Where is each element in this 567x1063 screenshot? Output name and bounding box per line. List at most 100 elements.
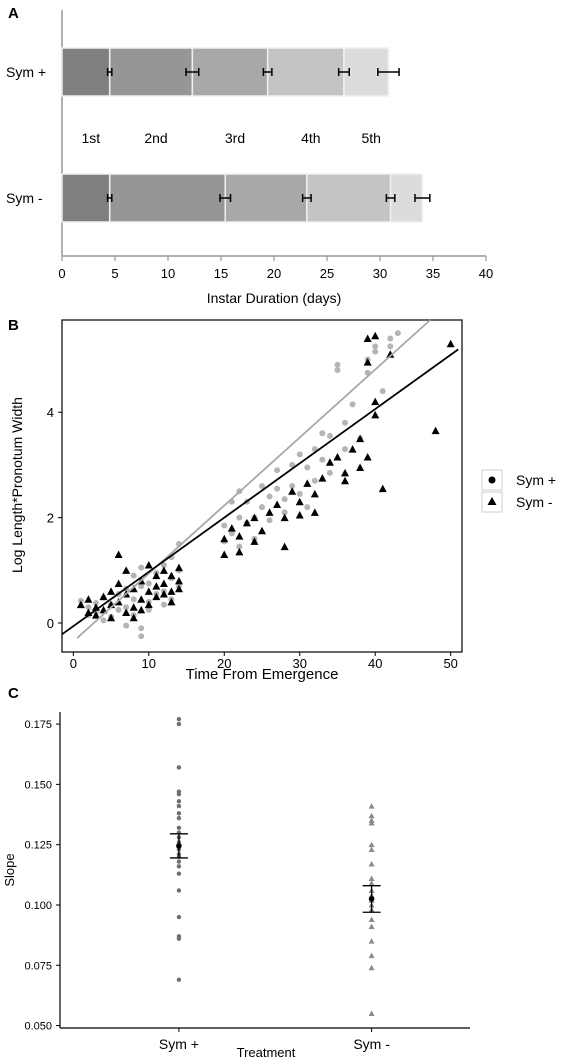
panel-c-point-sym-minus — [368, 938, 375, 944]
panel-b-x-tick-label: 40 — [368, 656, 382, 671]
panel-c-y-tick-label: 0.125 — [24, 840, 52, 852]
panel-a-axes: 0 5 10 15 20 25 30 35 40 — [58, 10, 493, 281]
panel-b-point-sym-minus — [265, 508, 274, 516]
panel-b-point-sym-plus — [160, 601, 167, 608]
panel-c-point-sym-plus — [176, 914, 182, 920]
panel-c-point-sym-plus — [176, 815, 182, 821]
panel-b-point-sym-minus — [114, 550, 123, 559]
panel-b-point-sym-minus — [363, 334, 372, 342]
panel-b-point-sym-minus — [159, 590, 168, 598]
panel-b-point-sym-minus — [280, 542, 289, 551]
panel-c-point-sym-minus — [368, 860, 375, 867]
panel-b-point-sym-plus — [221, 522, 228, 529]
panel-b-point-sym-minus — [227, 524, 236, 532]
panel-a-x-tick-label: 10 — [161, 266, 175, 281]
panel-a-stage-label: 5th — [361, 130, 380, 146]
panel-b-point-sym-plus — [138, 564, 145, 571]
panel-b-point-sym-minus — [303, 479, 312, 487]
panel-b-point-sym-minus — [250, 537, 259, 545]
panel-b-point-sym-plus — [304, 504, 311, 511]
panel-b-point-sym-plus — [85, 604, 92, 611]
panel-b-point-sym-minus — [363, 358, 372, 366]
panel-b-point-sym-minus — [114, 579, 123, 587]
panel-b-point-sym-minus — [288, 487, 297, 495]
panel-a-x-tick-label: 30 — [373, 266, 387, 281]
panel-b-point-sym-plus — [266, 517, 273, 524]
panel-b-point-sym-plus — [319, 456, 326, 463]
panel-b-letter: B — [8, 317, 19, 334]
panel-b-point-sym-minus — [129, 603, 138, 611]
panel-b-point-sym-plus — [349, 401, 356, 408]
panel-c-mean-point — [176, 843, 182, 849]
panel-b-point-sym-minus — [356, 434, 365, 443]
panel-c-point-sym-minus — [368, 923, 375, 930]
panel-b-point-sym-minus — [295, 497, 304, 506]
panel-b-point-sym-plus — [130, 572, 137, 579]
panel-b-point-sym-minus — [235, 547, 244, 556]
panel-b-point-sym-plus — [228, 530, 235, 537]
panel-b-y-tick-label: 0 — [47, 616, 54, 631]
panel-b-point-sym-minus — [144, 587, 153, 595]
panel-b-fit-line-sym-minus — [61, 348, 459, 636]
panel-b-point-sym-plus — [236, 514, 243, 521]
panel-b-point-sym-minus — [167, 587, 176, 595]
panel-c-letter: C — [8, 685, 19, 702]
panel-c-point-sym-minus — [368, 875, 375, 881]
panel-a-bar-sym-4th — [266, 47, 345, 97]
panel-a-x-tick-label: 5 — [111, 266, 118, 281]
panel-b-point-sym-plus — [274, 467, 281, 474]
panel-b-point-sym-minus — [378, 484, 387, 493]
panel-a-x-tick-label: 25 — [320, 266, 334, 281]
panel-b-point-sym-plus — [130, 596, 137, 603]
panel-b-legend: Sym + Sym - — [481, 469, 556, 513]
panel-b-fit-line-sym-plus — [76, 319, 431, 639]
panel-a-bar-sym-3rd — [191, 47, 269, 97]
panel-a-bar-sym-4th — [306, 173, 392, 223]
panel-b-point-sym-minus — [318, 474, 327, 482]
panel-b-point-sym-plus — [372, 343, 379, 350]
panel-b-point-sym-plus — [296, 451, 303, 458]
panel-b-point-sym-minus — [144, 561, 153, 569]
panel-b-point-sym-plus — [160, 562, 167, 569]
panel-b-y-tick-label: 4 — [47, 405, 54, 420]
panel-b-point-sym-minus — [152, 571, 161, 580]
panel-a-x-tick-label: 20 — [267, 266, 281, 281]
panel-b-point-sym-plus — [145, 606, 152, 613]
panel-b-point-sym-minus — [386, 350, 395, 358]
panel-b-point-sym-minus — [431, 426, 440, 435]
panel-b-point-sym-minus — [341, 468, 350, 477]
panel-c-point-sym-plus — [176, 859, 182, 864]
panel-b-x-tick-label: 20 — [217, 656, 231, 671]
panel-b-point-sym-minus — [122, 566, 131, 574]
panel-b-points — [76, 330, 455, 640]
panel-b-point-sym-minus — [273, 500, 282, 508]
panel-c-y-tick-label: 0.100 — [24, 900, 52, 912]
panel-b-point-sym-minus — [325, 458, 334, 466]
panel-b-point-sym-minus — [250, 513, 259, 522]
panel-b-point-sym-minus — [235, 532, 244, 540]
panel-b-y-axis-label: Log Length*Pronotum Width — [9, 397, 25, 573]
panel-b-point-sym-plus — [259, 483, 265, 489]
panel-b-point-sym-plus — [259, 504, 265, 511]
panel-c-x-tick-label-sym: Sym + — [159, 1036, 199, 1052]
panel-b-point-sym-plus — [281, 509, 288, 516]
panel-b-point-sym-minus — [220, 550, 229, 559]
panel-b-point-sym-plus — [342, 419, 349, 426]
panel-c-point-sym-plus — [176, 799, 182, 804]
panel-b-point-sym-minus — [152, 582, 161, 590]
panel-a-x-tick-label: 40 — [479, 266, 493, 281]
panel-b-x-tick-label: 0 — [70, 656, 77, 671]
panel-b-point-sym-plus — [92, 599, 99, 606]
panel-c-point-sym-minus — [368, 819, 375, 826]
panel-b-point-sym-minus — [371, 410, 380, 419]
panel-b-plot-frame — [61, 319, 463, 653]
panel-b-point-sym-plus — [123, 604, 130, 611]
panel-b-point-sym-minus — [152, 592, 161, 601]
panel-b-point-sym-minus — [167, 571, 176, 580]
panel-b-point-sym-minus — [446, 339, 455, 348]
panel-b-point-sym-plus — [138, 633, 145, 640]
panel-b-point-sym-plus — [394, 330, 401, 337]
panel-b-point-sym-minus — [129, 584, 138, 593]
panel-b-legend-label-sym-minus: Sym - — [516, 494, 553, 510]
panel-c-points — [176, 717, 375, 1017]
